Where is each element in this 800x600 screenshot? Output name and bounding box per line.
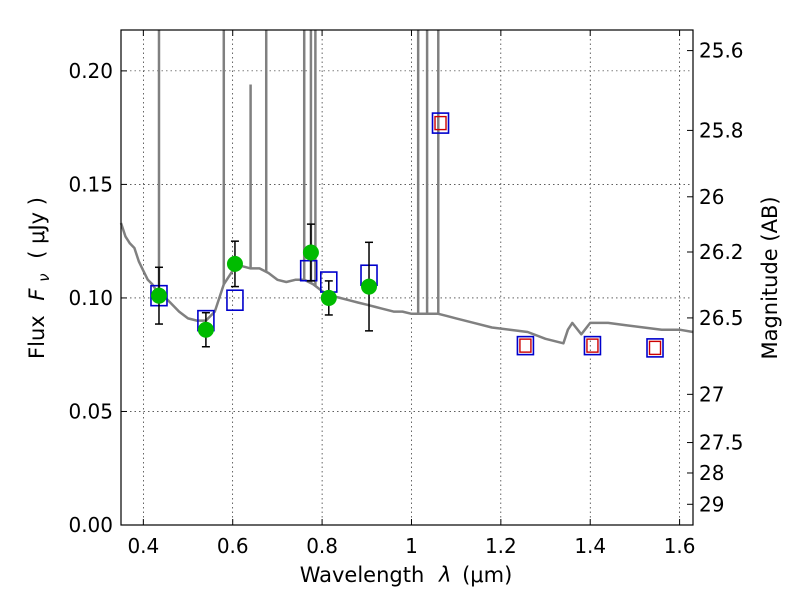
y-tick-label: 0.05 [68, 399, 113, 423]
x-tick-label: 0.6 [217, 534, 249, 558]
mag-tick-label: 27 [699, 382, 724, 406]
mag-tick-label: 28 [699, 461, 724, 485]
model-photometry-square [431, 112, 450, 134]
nir-photometry-inner-square [586, 338, 599, 353]
x-axis-title: Wavelength λ (μm) [300, 563, 513, 587]
nir-photometry-inner-square [648, 340, 662, 356]
observed-point [302, 244, 319, 261]
model-spectrum [119, 30, 694, 345]
markers [150, 112, 664, 358]
model-photometry-square [226, 289, 244, 312]
y-axis-title: Flux F ν ( μJy ) [25, 197, 54, 359]
magnitude-axis-ticks: 25.6 25.8 26 26.2 26.5 27 27.5 28 29 [687, 39, 744, 516]
nir-photometry-inner-square [519, 338, 532, 353]
mag-tick-label: 25.6 [699, 39, 744, 63]
mag-tick-label: 26.2 [699, 240, 744, 264]
observed-points [150, 223, 378, 348]
nir-photometry-square [646, 338, 664, 358]
x-axis-ticks: 0.4 0.6 0.8 1 1.2 1.4 1.6 [127, 30, 696, 558]
nir-photometry-square [583, 335, 602, 356]
x-tick-label: 1 [405, 534, 418, 558]
mag-tick-label: 26.5 [699, 306, 744, 330]
x-tick-label: 1.4 [574, 534, 606, 558]
plot-frame [120, 29, 694, 526]
spectrum-line [119, 222, 694, 345]
mag-tick-label: 29 [699, 492, 724, 516]
y-tick-label: 0.15 [68, 172, 113, 196]
mag-tick-label: 27.5 [699, 431, 744, 455]
observed-point [320, 289, 337, 306]
magnitude-axis-title: Magnitude (AB) [758, 196, 782, 359]
observed-point [361, 278, 378, 295]
mag-tick-label: 25.8 [699, 118, 744, 142]
observed-point [197, 321, 214, 338]
observed-point [150, 287, 167, 304]
y-tick-label: 0.20 [68, 59, 113, 83]
y-tick-label: 0.10 [68, 286, 113, 310]
y-axis-ticks: 0.00 0.05 0.10 0.15 0.20 [68, 59, 127, 537]
mag-tick-label: 26 [699, 185, 724, 209]
x-tick-label: 0.4 [127, 534, 159, 558]
x-tick-label: 0.8 [306, 534, 338, 558]
x-tick-label: 1.2 [485, 534, 517, 558]
model-photometry-inner-square [434, 115, 447, 131]
nir-photometry-square [516, 335, 535, 356]
y-tick-label: 0.00 [68, 513, 113, 537]
grid-lines [121, 30, 693, 525]
x-tick-label: 1.6 [664, 534, 696, 558]
observed-point [226, 255, 243, 272]
